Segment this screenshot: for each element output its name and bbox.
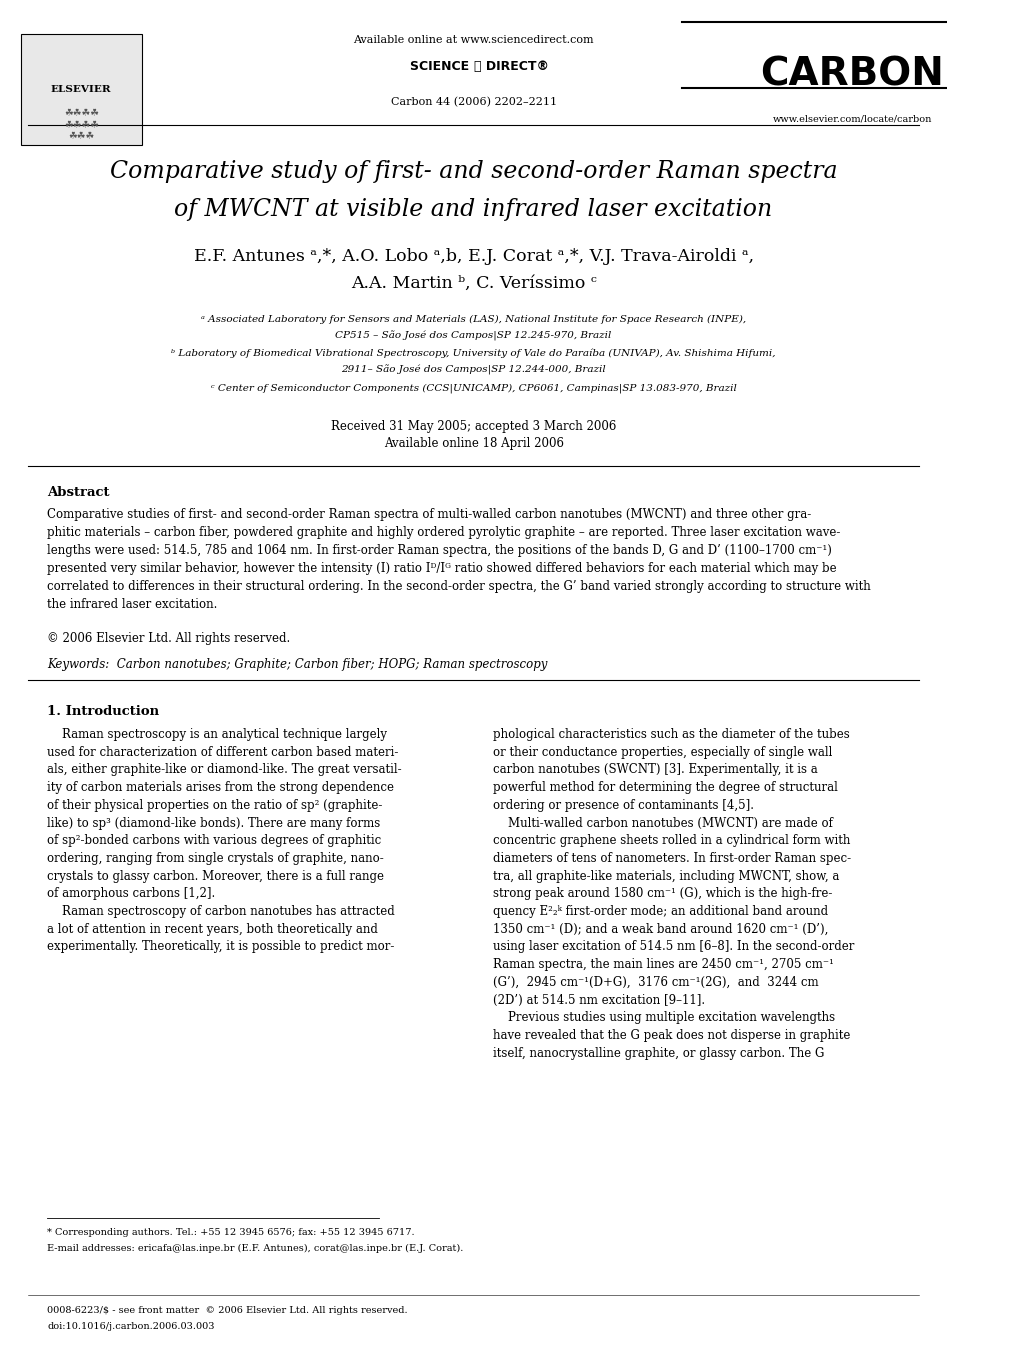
Text: Received 31 May 2005; accepted 3 March 2006: Received 31 May 2005; accepted 3 March 2…: [330, 420, 615, 434]
Text: ☘☘☘☘
☘☘☘☘
☘☘☘: ☘☘☘☘ ☘☘☘☘ ☘☘☘: [64, 107, 99, 141]
Text: 2911– São José dos Campos|SP 12.244-000, Brazil: 2911– São José dos Campos|SP 12.244-000,…: [341, 366, 605, 375]
Text: ᵃ Associated Laboratory for Sensors and Materials (LAS), National Institute for : ᵃ Associated Laboratory for Sensors and …: [201, 315, 746, 325]
Text: Abstract: Abstract: [47, 487, 110, 499]
Text: E-mail addresses: ericafa@las.inpe.br (E.F. Antunes), corat@las.inpe.br (E.J. Co: E-mail addresses: ericafa@las.inpe.br (E…: [47, 1243, 464, 1253]
Text: 1. Introduction: 1. Introduction: [47, 705, 159, 718]
Text: ᶜ Center of Semiconductor Components (CCS|UNICAMP), CP6061, Campinas|SP 13.083-9: ᶜ Center of Semiconductor Components (CC…: [211, 383, 736, 393]
Text: * Corresponding authors. Tel.: +55 12 3945 6576; fax: +55 12 3945 6717.: * Corresponding authors. Tel.: +55 12 39…: [47, 1229, 415, 1237]
Text: www.elsevier.com/locate/carbon: www.elsevier.com/locate/carbon: [772, 116, 931, 124]
Text: CARBON: CARBON: [760, 54, 944, 92]
Text: Keywords:  Carbon nanotubes; Graphite; Carbon fiber; HOPG; Raman spectroscopy: Keywords: Carbon nanotubes; Graphite; Ca…: [47, 658, 547, 671]
Text: Available online 18 April 2006: Available online 18 April 2006: [383, 438, 564, 450]
Text: ᵇ Laboratory of Biomedical Vibrational Spectroscopy, University of Vale do Paraí: ᵇ Laboratory of Biomedical Vibrational S…: [171, 349, 775, 359]
Text: E.F. Antunes ᵃ,*, A.O. Lobo ᵃ,b, E.J. Corat ᵃ,*, V.J. Trava-Airoldi ᵃ,: E.F. Antunes ᵃ,*, A.O. Lobo ᵃ,b, E.J. Co…: [194, 247, 753, 265]
Text: © 2006 Elsevier Ltd. All rights reserved.: © 2006 Elsevier Ltd. All rights reserved…: [47, 632, 290, 646]
Text: A.A. Martin ᵇ, C. Veríssimo ᶜ: A.A. Martin ᵇ, C. Veríssimo ᶜ: [351, 275, 596, 292]
Text: SCIENCE: SCIENCE: [410, 60, 473, 73]
Text: ⓐ DIRECT®: ⓐ DIRECT®: [473, 60, 548, 73]
Text: Comparative study of first- and second-order Raman spectra: Comparative study of first- and second-o…: [110, 160, 837, 183]
Text: ELSEVIER: ELSEVIER: [50, 86, 111, 94]
Text: Raman spectroscopy is an analytical technique largely
used for characterization : Raman spectroscopy is an analytical tech…: [47, 728, 401, 954]
Text: Available online at www.sciencedirect.com: Available online at www.sciencedirect.co…: [353, 35, 593, 45]
FancyBboxPatch shape: [20, 34, 142, 145]
Text: Comparative studies of first- and second-order Raman spectra of multi-walled car: Comparative studies of first- and second…: [47, 508, 870, 612]
Text: of MWCNT at visible and infrared laser excitation: of MWCNT at visible and infrared laser e…: [174, 198, 772, 222]
Text: phological characteristics such as the diameter of the tubes
or their conductanc: phological characteristics such as the d…: [492, 728, 853, 1060]
Text: CP515 – São José dos Campos|SP 12.245-970, Brazil: CP515 – São José dos Campos|SP 12.245-97…: [335, 332, 611, 341]
Text: Carbon 44 (2006) 2202–2211: Carbon 44 (2006) 2202–2211: [390, 96, 556, 107]
Text: 0008-6223/$ - see front matter  © 2006 Elsevier Ltd. All rights reserved.: 0008-6223/$ - see front matter © 2006 El…: [47, 1306, 408, 1316]
Text: doi:10.1016/j.carbon.2006.03.003: doi:10.1016/j.carbon.2006.03.003: [47, 1322, 215, 1330]
